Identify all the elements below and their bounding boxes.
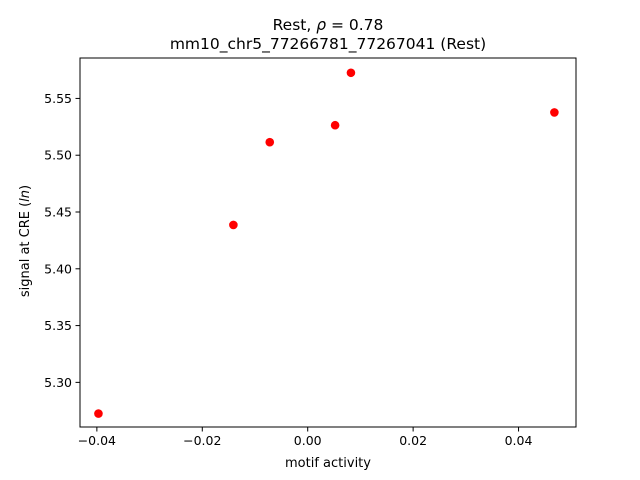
data-point	[229, 220, 238, 230]
x-tick-label: 0.00	[294, 433, 322, 448]
y-tick-label: 5.30	[44, 375, 72, 390]
y-axis-label: signal at CRE (ln)	[18, 185, 33, 297]
data-point	[94, 409, 103, 418]
data-point	[550, 108, 559, 117]
x-tick-label: −0.02	[183, 433, 221, 448]
data-point	[346, 68, 356, 78]
x-axis-label: motif activity	[285, 456, 371, 471]
chart-title-rho: ρ	[316, 16, 326, 34]
plot-frame	[79, 57, 577, 428]
y-tick-label: 5.45	[44, 205, 72, 220]
chart-title-rho-value: = 0.78	[326, 16, 383, 34]
y-tick-label: 5.55	[44, 91, 72, 106]
x-tick-label: 0.04	[505, 433, 533, 448]
y-tick-label: 5.35	[44, 318, 72, 333]
data-point	[265, 137, 275, 147]
y-axis-label-suffix: )	[18, 185, 33, 190]
y-tick-label: 5.50	[44, 148, 72, 163]
chart-title-prefix: Rest,	[273, 16, 317, 34]
chart-title: Rest, ρ = 0.78	[273, 16, 384, 34]
chart-subtitle: mm10_chr5_77266781_77267041 (Rest)	[170, 35, 486, 54]
x-tick-label: −0.04	[78, 433, 116, 448]
plot-area: −0.04 −0.02 0.00 0.02 0.04 5.30 5.35 5.40 5.45 5.…	[44, 57, 577, 448]
y-axis-label-ln: ln	[18, 190, 33, 202]
data-point	[330, 120, 340, 130]
x-tick-label: 0.02	[399, 433, 427, 448]
y-tick-label: 5.40	[44, 261, 72, 276]
y-axis-label-prefix: signal at CRE (	[18, 202, 33, 297]
